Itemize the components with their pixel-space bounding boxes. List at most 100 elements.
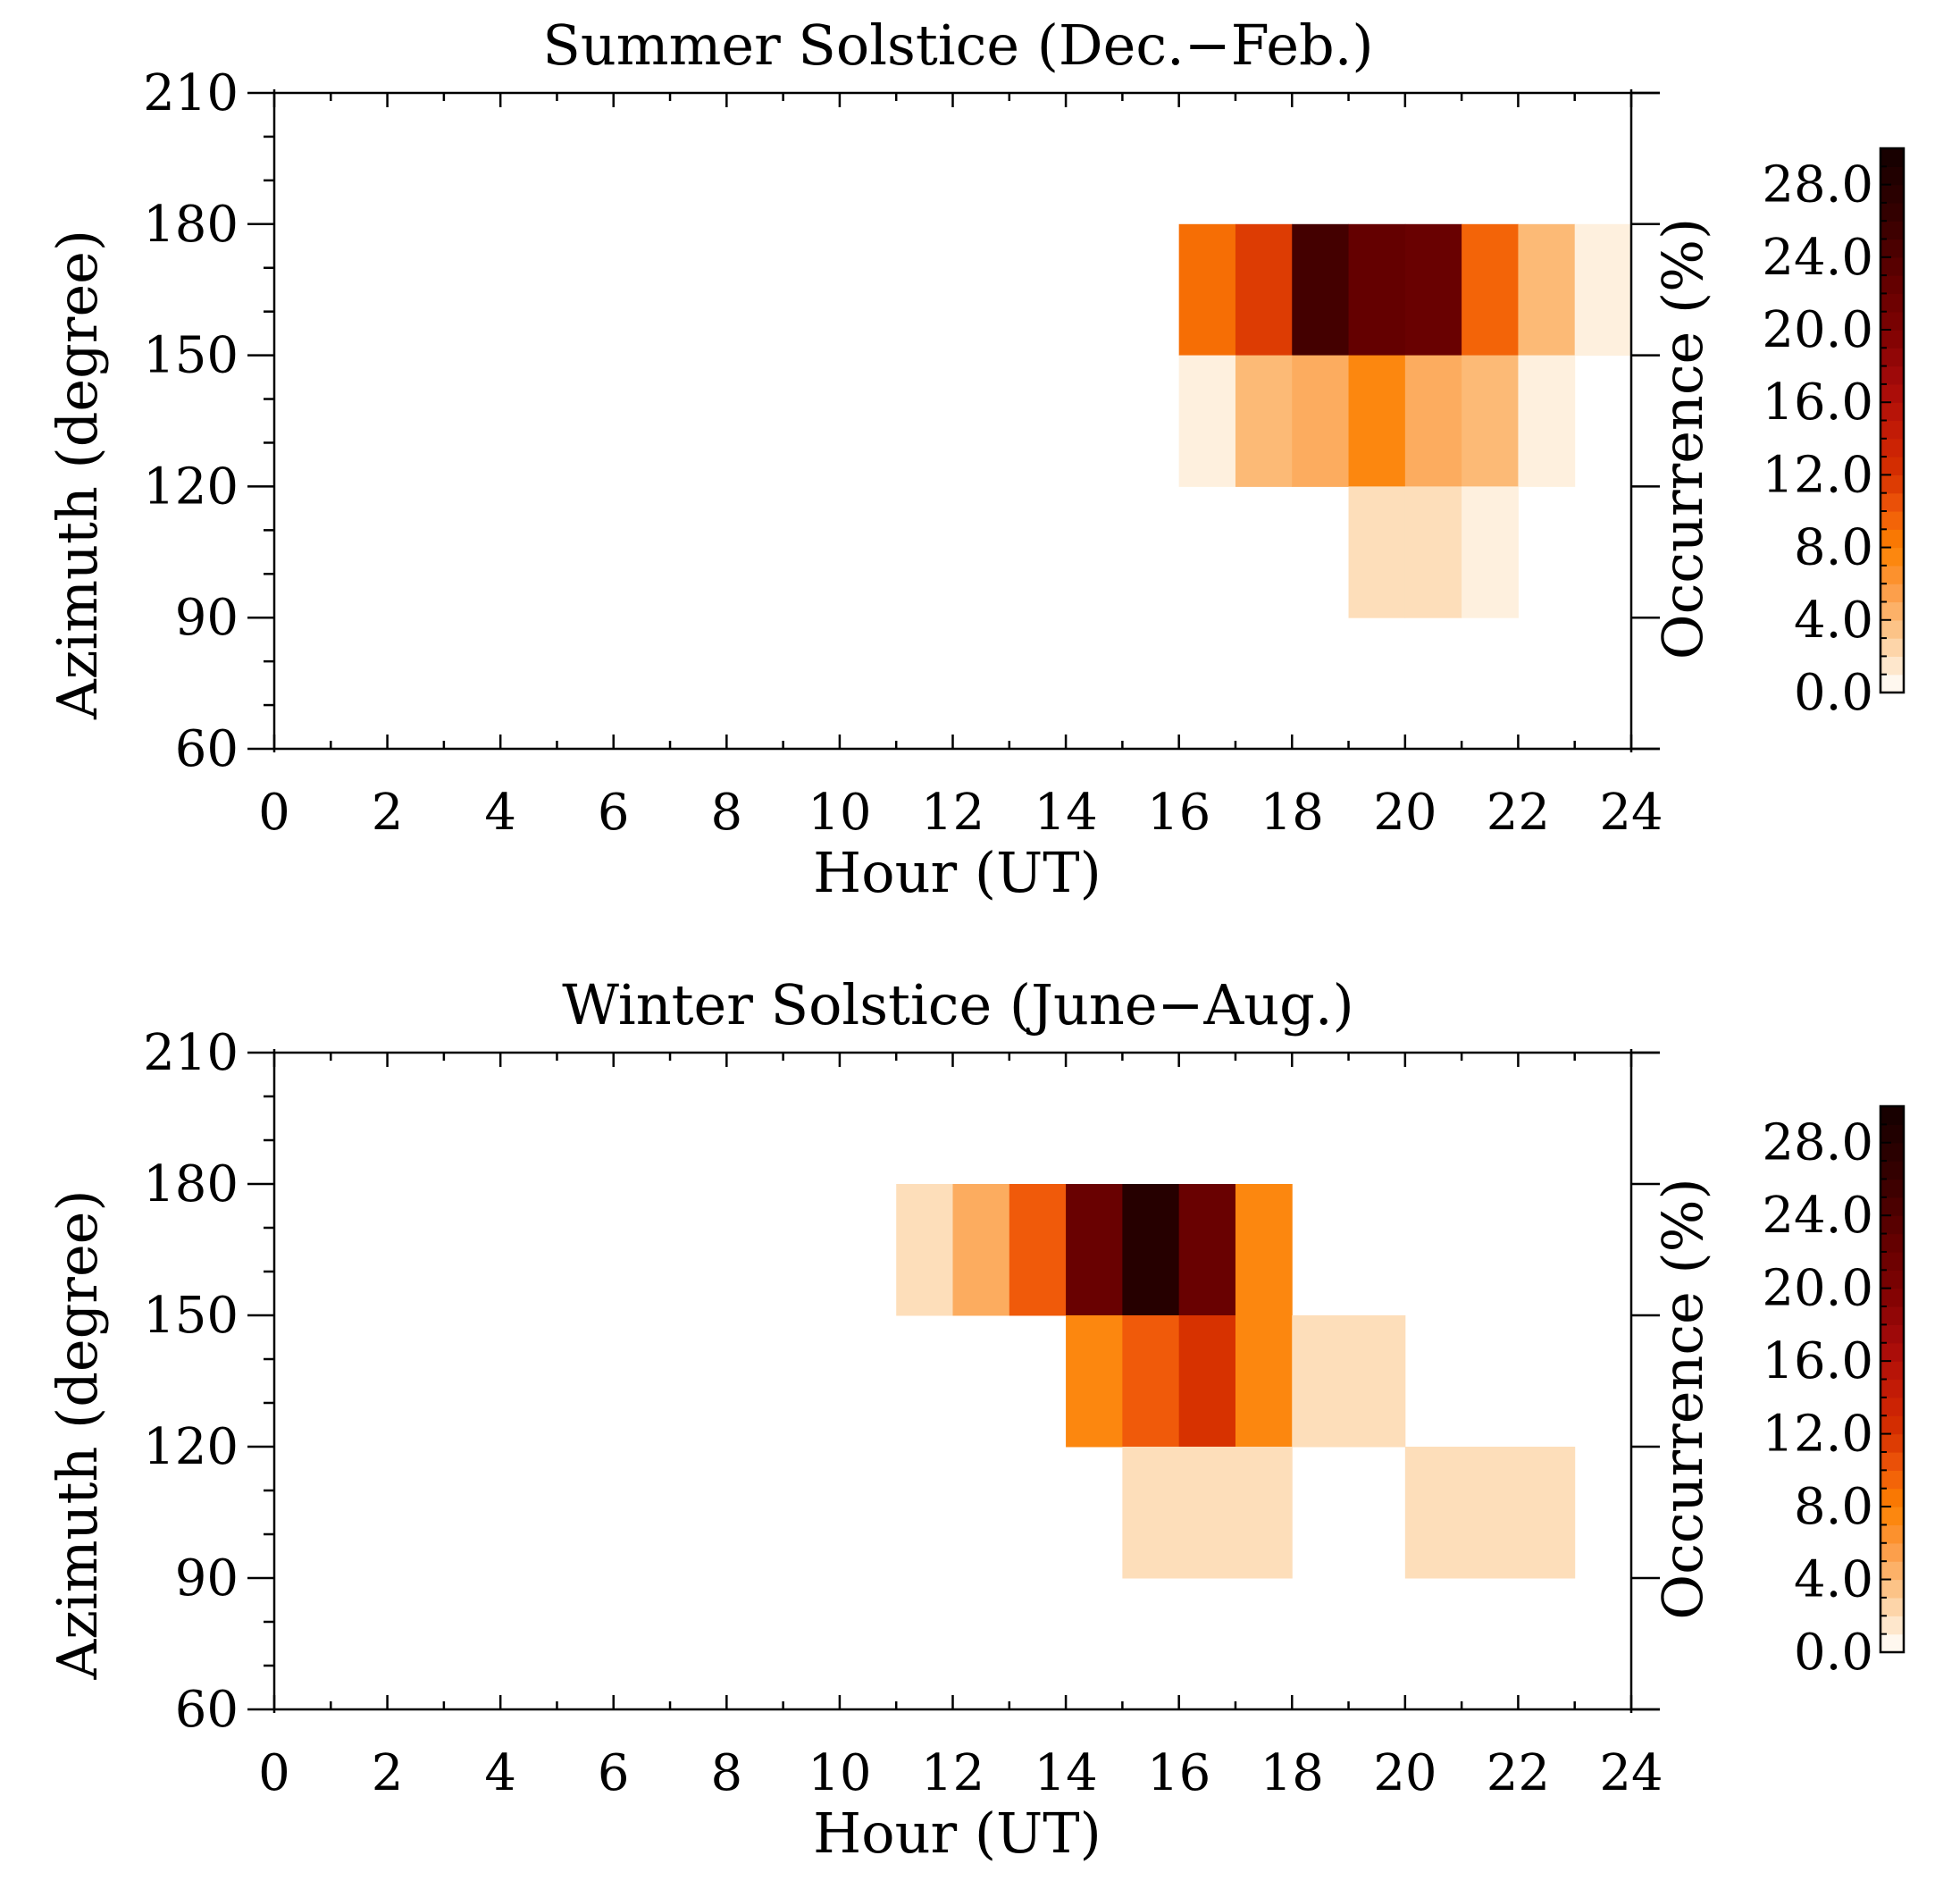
x-tick-label: 18	[1261, 784, 1324, 842]
heatmap-cell	[1178, 223, 1236, 357]
heatmap-cell	[1178, 1315, 1236, 1448]
heatmap-cell	[1235, 355, 1293, 487]
colorbar-segment	[1880, 529, 1904, 549]
colorbar-segment	[1880, 1288, 1904, 1307]
heatmap-cell	[1292, 355, 1350, 487]
colorbar-segment	[1880, 1124, 1904, 1144]
colorbar-segment	[1880, 275, 1904, 294]
colorbar-segment	[1880, 1579, 1904, 1599]
colorbar-segment	[1880, 1196, 1904, 1216]
y-tick-label: 150	[143, 327, 239, 385]
colorbar-tick-label: 28.0	[1762, 156, 1873, 214]
y-tick-label: 120	[143, 1418, 239, 1476]
x-tick-label: 16	[1147, 784, 1210, 842]
heatmap-cell	[1066, 1184, 1123, 1316]
chart-panel-2: 0 2 4 6 8 10 12 14 16 18 20 22 246090120150180210Win…	[45, 972, 1906, 1866]
y-tick-label: 60	[175, 720, 239, 778]
colorbar-segment	[1880, 1433, 1904, 1453]
y-tick-label: 180	[143, 196, 239, 254]
x-tick-label: 12	[921, 784, 984, 842]
heatmap-cell	[1404, 355, 1462, 487]
colorbar-segment	[1880, 1507, 1904, 1526]
colorbar-segment	[1880, 330, 1904, 348]
colorbar-tick-label: 4.0	[1794, 1551, 1873, 1609]
colorbar-segment	[1880, 365, 1904, 385]
colorbar-tick-label: 24.0	[1762, 229, 1873, 287]
heatmap-cell	[1348, 355, 1406, 487]
colorbar-segment	[1880, 674, 1904, 693]
colorbar-segment	[1880, 1324, 1904, 1344]
heatmap-cell	[896, 1184, 953, 1316]
colorbar-segment	[1880, 1397, 1904, 1416]
x-tick-label: 4	[484, 1744, 516, 1802]
x-tick-label: 8	[711, 784, 743, 842]
heatmap-cell	[1404, 223, 1462, 357]
colorbar-tick-label: 8.0	[1794, 519, 1873, 577]
colorbar-segment	[1880, 1633, 1904, 1653]
colorbar-segment	[1880, 1361, 1904, 1381]
heatmap-cell	[1518, 355, 1576, 487]
heatmap-cell	[1178, 355, 1236, 487]
x-tick-label: 6	[598, 1744, 630, 1802]
colorbar-segment	[1880, 638, 1904, 657]
colorbar-segment	[1880, 221, 1904, 240]
colorbar-segment	[1880, 239, 1904, 258]
y-tick-label: 210	[143, 64, 239, 122]
colorbar-segment	[1880, 1379, 1904, 1398]
heatmap-cell	[1518, 223, 1576, 357]
colorbar-segment	[1880, 348, 1904, 367]
colorbar-segment	[1880, 565, 1904, 584]
colorbar: 0.0 4.0 8.0 12.0 16.0 20.0 24.0 28.0	[1762, 1104, 1906, 1682]
colorbar-segment	[1880, 438, 1904, 458]
heatmap-cell	[1235, 1315, 1293, 1448]
colorbar-segment	[1880, 1561, 1904, 1581]
colorbar-segment	[1880, 1233, 1904, 1253]
colorbar-segment	[1880, 656, 1904, 676]
colorbar-segment	[1880, 474, 1904, 494]
heatmap-cell	[1178, 1184, 1236, 1316]
heatmap-cell	[952, 1184, 1010, 1316]
x-tick-label: 4	[484, 784, 516, 842]
heatmap-cell	[1348, 486, 1406, 618]
colorbar-segment	[1880, 1106, 1904, 1125]
heatmap-cell	[1122, 1447, 1180, 1579]
y-tick-label: 90	[175, 1549, 239, 1608]
x-tick-label: 24	[1599, 784, 1663, 842]
colorbar-segment	[1880, 619, 1904, 639]
colorbar-segment	[1880, 1488, 1904, 1507]
colorbar-segment	[1880, 1342, 1904, 1362]
heatmap-cell	[1235, 223, 1293, 357]
colorbar-tick-label: 16.0	[1762, 1332, 1873, 1390]
colorbar-segment	[1880, 492, 1904, 512]
colorbar-segment	[1880, 1415, 1904, 1435]
heatmap-cell	[1462, 1447, 1519, 1579]
colorbar-segment	[1880, 1251, 1904, 1271]
y-tick-label: 120	[143, 458, 239, 516]
colorbar-segment	[1880, 293, 1904, 313]
heatmap-cell	[1462, 355, 1519, 487]
x-tick-label: 8	[711, 1744, 743, 1802]
x-tick-label: 16	[1147, 1744, 1210, 1802]
heatmap-cell	[1292, 1315, 1350, 1448]
colorbar-segment	[1880, 511, 1904, 530]
x-tick-label: 2	[372, 1744, 404, 1802]
x-tick-label: 14	[1034, 784, 1097, 842]
heatmap-cell	[1574, 223, 1632, 357]
colorbar-tick-label: 8.0	[1794, 1478, 1873, 1536]
colorbar-segment	[1880, 148, 1904, 167]
colorbar-tick-label: 20.0	[1762, 1260, 1873, 1318]
colorbar-tick-label: 0.0	[1794, 1624, 1873, 1682]
colorbar-label: Occurrence (%)	[1650, 1178, 1715, 1620]
y-tick-label: 210	[143, 1024, 239, 1082]
colorbar-tick-label: 0.0	[1794, 664, 1873, 722]
y-tick-label: 90	[175, 589, 239, 647]
y-tick-label: 150	[143, 1287, 239, 1345]
y-tick-label: 60	[175, 1681, 239, 1739]
chart-title: Winter Solstice (June−Aug.)	[562, 972, 1354, 1037]
x-tick-label: 20	[1373, 784, 1436, 842]
colorbar-segment	[1880, 1142, 1904, 1162]
colorbar-segment	[1880, 1597, 1904, 1616]
colorbar-segment	[1880, 1270, 1904, 1289]
